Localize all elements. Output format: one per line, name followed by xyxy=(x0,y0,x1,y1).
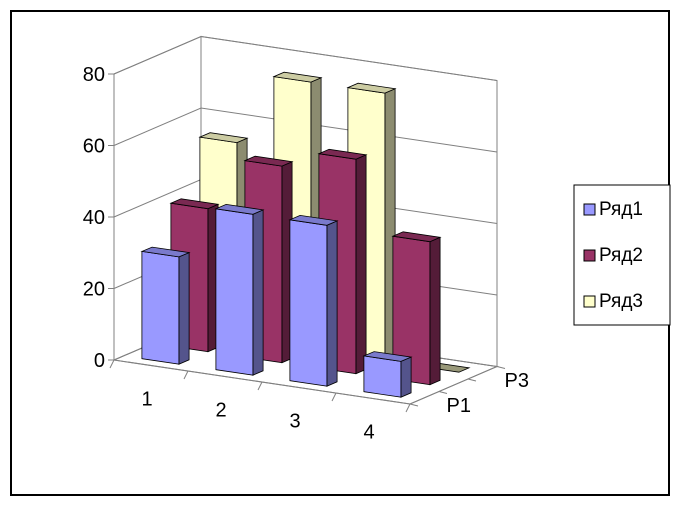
legend-swatch-series-2 xyxy=(583,249,596,262)
depth-tick xyxy=(409,403,419,407)
legend: Ряд1 Ряд2 Ряд3 xyxy=(573,184,671,326)
y-tick-label: 40 xyxy=(83,207,105,229)
bar-2-4 xyxy=(391,231,442,386)
bar-1-3 xyxy=(288,214,339,387)
bar-1-1 xyxy=(140,246,191,365)
legend-swatch-series-3 xyxy=(583,295,596,308)
x-tick xyxy=(109,359,115,369)
x-tick-label: 2 xyxy=(215,400,226,422)
x-tick-label: 4 xyxy=(363,422,374,444)
x-tick-label: 1 xyxy=(141,389,152,411)
bar-1-4 xyxy=(362,351,413,398)
chart-axes: 0 20 40 60 80 1 2 3 4 P1 P3 xyxy=(83,64,529,444)
x-tick xyxy=(331,392,337,402)
depth-tick xyxy=(496,366,506,369)
depth-tick-label: P3 xyxy=(505,370,529,392)
x-tick xyxy=(405,403,411,413)
depth-tick xyxy=(467,378,477,382)
depth-tick xyxy=(438,391,448,394)
chart-bars xyxy=(140,71,471,398)
bar-1-2 xyxy=(214,203,265,376)
y-tick-label: 20 xyxy=(83,279,105,301)
x-tick xyxy=(257,381,263,391)
y-tick-label: 0 xyxy=(94,350,105,372)
y-tick-label: 80 xyxy=(83,64,105,86)
legend-label-series-1: Ряд1 xyxy=(599,199,643,220)
legend-label-series-3: Ряд3 xyxy=(599,291,643,312)
legend-swatch-series-1 xyxy=(583,203,596,216)
gridline xyxy=(113,35,498,81)
depth-axis-line xyxy=(409,366,498,405)
x-tick-label: 3 xyxy=(289,411,300,433)
gridline xyxy=(113,107,498,153)
legend-label-series-2: Ряд2 xyxy=(599,245,643,266)
y-tick-label: 60 xyxy=(83,136,105,158)
x-tick xyxy=(183,370,189,380)
depth-tick-label: P1 xyxy=(447,395,471,417)
